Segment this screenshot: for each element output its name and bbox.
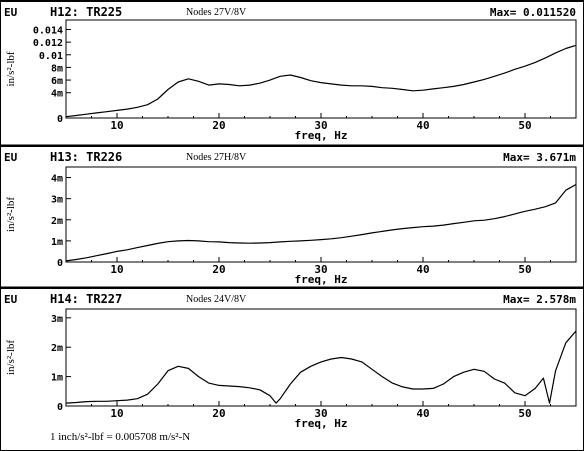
panel-title: H14: TR227 (50, 292, 122, 306)
x-tick-label: 50 (518, 263, 531, 276)
x-tick-label: 40 (416, 263, 429, 276)
y-axis-label: in/s²-lbf (5, 197, 17, 232)
panel-1: EU H12: TR225 Nodes 27V/8V Max= 0.011520 10 2… (0, 1, 584, 147)
max-label: Max= 2.578m (503, 293, 576, 306)
x-tick-label: 40 (416, 119, 429, 132)
series-line-1 (65, 44, 577, 118)
x-tick-label: 20 (212, 407, 225, 420)
y-tick-label: 8m (51, 63, 63, 74)
plot-area (65, 308, 577, 407)
y-tick-label: 0 (57, 114, 63, 125)
x-tick-label: 20 (212, 263, 225, 276)
series-line-1 (65, 183, 577, 262)
x-tick-label: 10 (110, 407, 123, 420)
x-axis-label: freq, Hz (295, 273, 348, 286)
x-axis-label: freq, Hz (295, 129, 348, 142)
unit-conversion-footnote: 1 inch/s²-lbf = 0.005708 m/s²-N (50, 431, 191, 443)
y-axis-label: in/s²-lbf (5, 51, 17, 86)
y-axis-label: in/s²-lbf (5, 340, 17, 375)
x-tick-label: 30 (314, 407, 327, 420)
y-tick-label: 6m (51, 76, 63, 87)
y-tick-label: 2m (51, 343, 63, 354)
nodes-label: Nodes 27V/8V (186, 7, 247, 18)
x-tick-label: 30 (314, 263, 327, 276)
x-axis-label: freq, Hz (295, 417, 348, 430)
y-tick-label: 1m (51, 373, 63, 384)
y-tick-label: 0 (57, 402, 63, 413)
max-label: Max= 0.011520 (490, 6, 576, 19)
panel-title: H12: TR225 (50, 5, 122, 19)
plot-area (65, 166, 577, 263)
x-tick-label: 40 (416, 407, 429, 420)
x-tick-label: 30 (314, 119, 327, 132)
eu-label: EU (4, 6, 18, 19)
x-tick-label: 10 (110, 263, 123, 276)
eu-label: EU (4, 151, 18, 164)
series-line-1 (65, 330, 577, 404)
y-tick-label: 3m (51, 195, 63, 206)
x-tick-label: 10 (110, 119, 123, 132)
x-tick-label: 50 (518, 407, 531, 420)
y-tick-label: 4m (51, 174, 63, 185)
x-tick-label: 50 (518, 119, 531, 132)
max-label: Max= 3.671m (503, 151, 576, 164)
panel-3: EU H14: TR227 Nodes 24V/8V Max= 2.578m 10 20 3… (0, 288, 584, 430)
y-tick-label: 0.012 (33, 38, 63, 49)
y-tick-label: 0.01 (39, 51, 63, 62)
plot-area (65, 19, 577, 119)
y-tick-label: 2m (51, 216, 63, 227)
nodes-label: Nodes 24V/8V (186, 294, 247, 305)
panel-title: H13: TR226 (50, 150, 122, 164)
nodes-label: Nodes 27H/8V (186, 152, 247, 163)
panel-2: EU H13: TR226 Nodes 27H/8V Max= 3.671m 10 20 3… (0, 146, 584, 289)
eu-label: EU (4, 293, 18, 306)
y-tick-label: 0 (57, 258, 63, 269)
y-tick-label: 4m (51, 89, 63, 100)
x-tick-label: 20 (212, 119, 225, 132)
y-tick-label: 1m (51, 237, 63, 248)
y-tick-label: 0.014 (33, 25, 63, 36)
y-tick-label: 3m (51, 314, 63, 325)
